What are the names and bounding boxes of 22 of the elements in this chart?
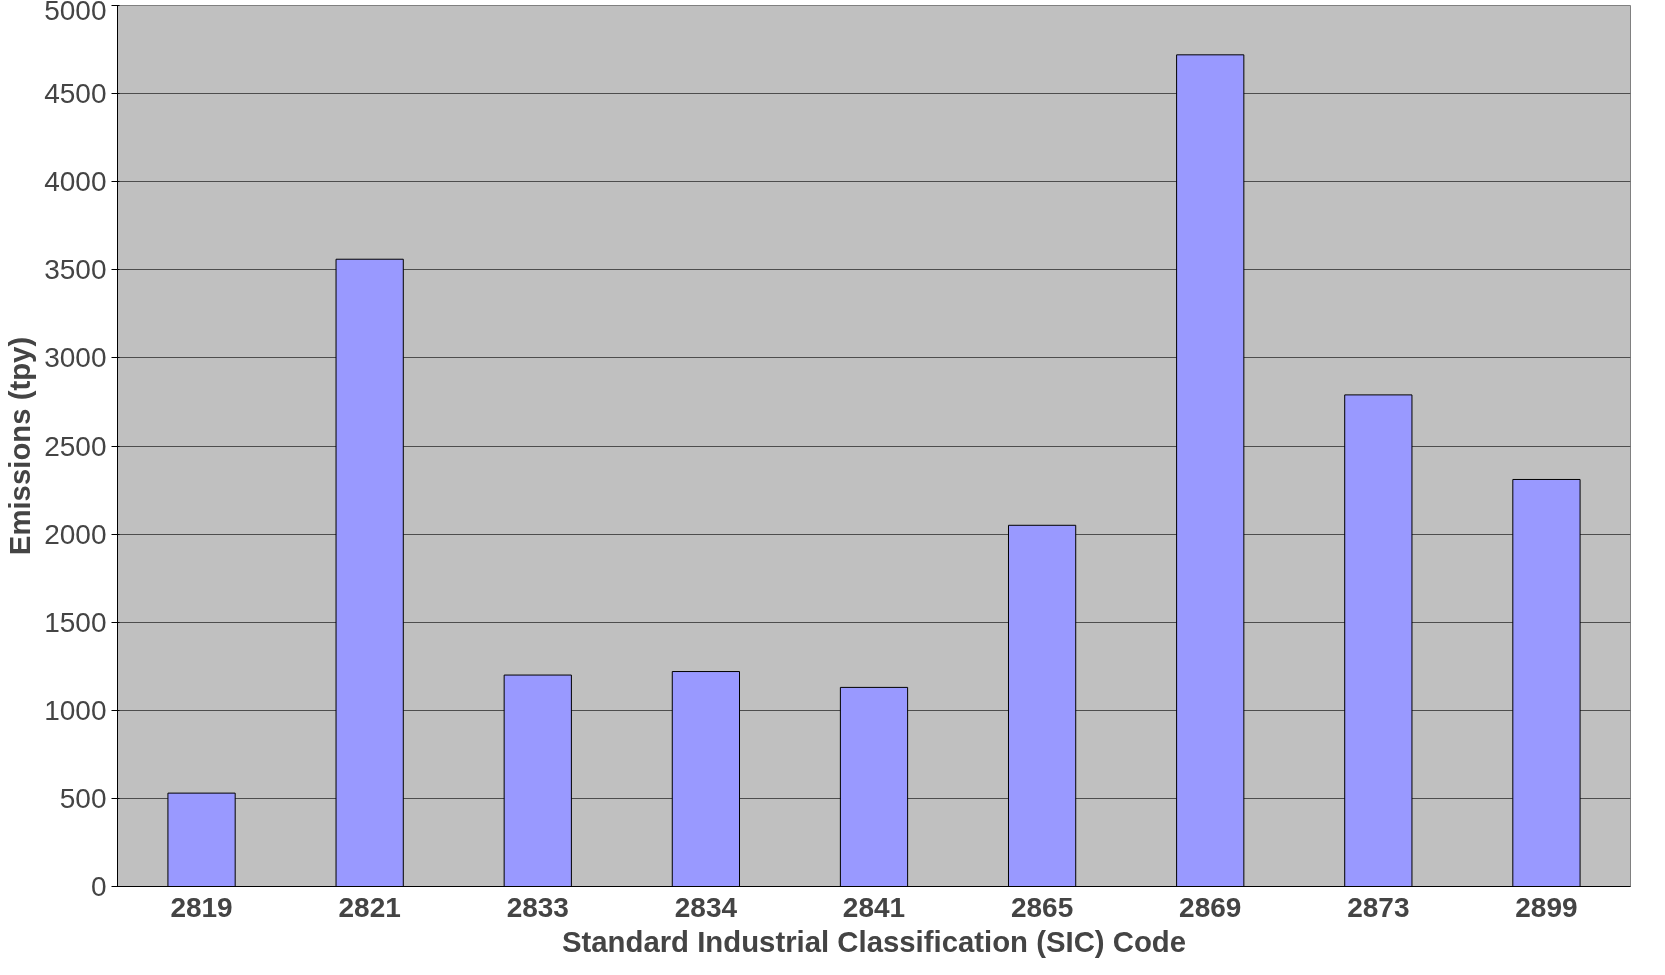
y-tick-label: 4500 [44, 78, 107, 110]
y-tick-label: 4000 [44, 166, 107, 198]
y-axis-title: Emissions (tpy) [3, 336, 37, 556]
x-tick-label: 2834 [674, 891, 738, 923]
x-tick-label: 2869 [1179, 891, 1242, 923]
x-tick-label: 2819 [170, 891, 233, 923]
y-tick-label: 2500 [44, 430, 107, 462]
x-tick-label: 2833 [506, 891, 569, 923]
y-tick-label: 2000 [44, 518, 107, 550]
y-tick-label: 3000 [44, 342, 107, 374]
y-tick-label: 0 [90, 871, 107, 902]
y-tick-label: 5000 [44, 0, 107, 26]
y-tick-label: 1500 [44, 606, 107, 638]
x-axis-title: Standard Industrial Classification (SIC) Code [561, 924, 1187, 958]
x-tick-label: 2841 [842, 891, 906, 923]
x-tick-label: 2873 [1347, 891, 1410, 923]
y-tick-label: 1000 [44, 694, 107, 726]
x-tick-label: 2899 [1515, 891, 1578, 923]
x-tick-label: 2865 [1010, 891, 1074, 923]
y-tick-label: 500 [59, 782, 107, 814]
y-tick-label: 3500 [44, 254, 107, 286]
x-tick-label: 2821 [338, 891, 401, 923]
